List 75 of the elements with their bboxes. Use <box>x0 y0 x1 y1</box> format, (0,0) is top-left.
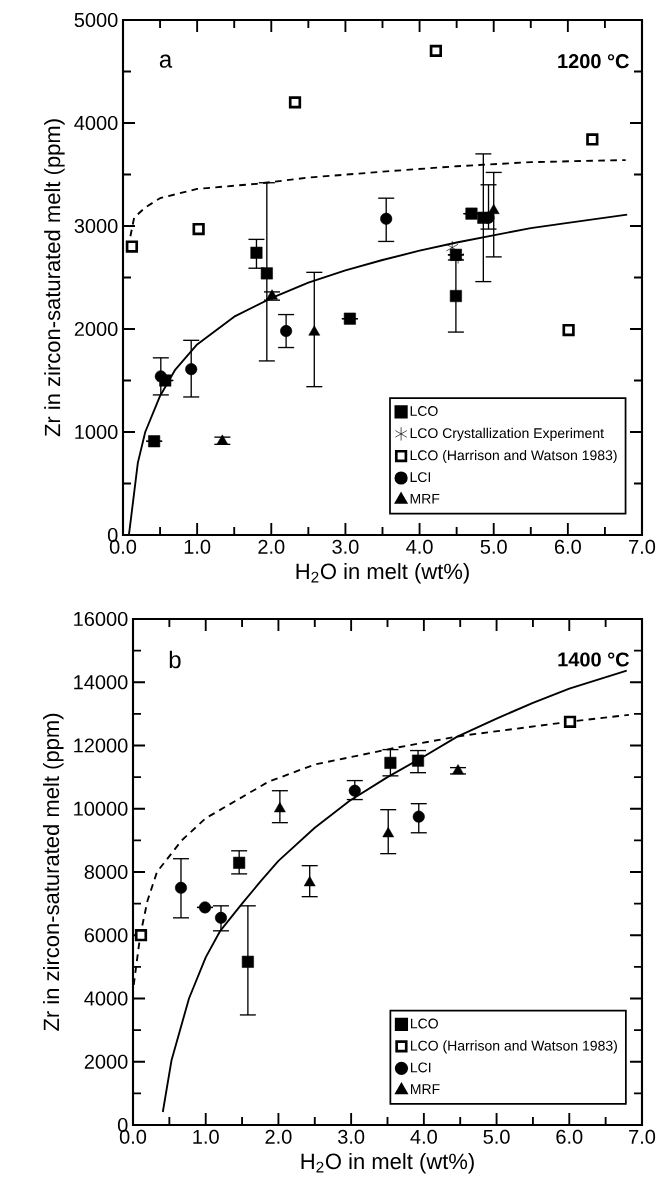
x-tick-label: 4.0 <box>406 539 433 554</box>
legend-label: LCO (Harrison and Watson 1983) <box>410 449 617 464</box>
legend-label: LCI <box>410 1062 431 1073</box>
annotation: b <box>169 650 181 669</box>
point <box>274 802 286 813</box>
y-tick-label: 4000 <box>74 115 118 131</box>
x-axis-title: H$_{2}$O in melt (wt%) <box>296 563 469 584</box>
y-axis-title: Zr in zircon-saturated melt (ppm) <box>43 713 64 1031</box>
point <box>465 207 478 220</box>
y-tick-label: 14000 <box>74 675 128 690</box>
y-axis-title: Zr in zircon-saturated melt (ppm) <box>44 119 65 437</box>
x-tick-label: 5.0 <box>483 1129 510 1144</box>
point <box>562 323 575 337</box>
point <box>250 246 263 259</box>
x-tick-label: 2.0 <box>258 539 285 554</box>
point <box>148 435 161 448</box>
point <box>260 267 273 280</box>
point <box>343 312 356 325</box>
x-tick-label: 3.0 <box>332 539 359 554</box>
y-tick-label: 4000 <box>84 991 128 1006</box>
point <box>192 222 205 236</box>
point <box>280 325 293 338</box>
legend-label: LCO (Harrison and Watson 1983) <box>410 1040 617 1054</box>
point <box>384 756 397 769</box>
point <box>185 363 198 376</box>
point <box>412 810 425 823</box>
y-tick-label: 16000 <box>74 611 128 627</box>
x-tick-label: 6.0 <box>556 1129 583 1144</box>
legend-label: LCO <box>410 406 438 416</box>
legend-label: LCO <box>410 1018 438 1029</box>
legend-label: MRF <box>410 1084 440 1094</box>
annotation: 1200 °C <box>558 54 629 69</box>
point <box>382 827 395 838</box>
x-tick-label: 7.0 <box>629 1129 656 1144</box>
point <box>125 240 139 253</box>
x-tick-label: 7.0 <box>629 539 656 554</box>
point <box>233 856 246 869</box>
y-tick-label: 8000 <box>84 864 128 880</box>
x-tick-label: 3.0 <box>337 1129 365 1144</box>
point <box>563 715 577 728</box>
point <box>288 96 302 109</box>
x-tick-label: 1.0 <box>193 1129 219 1144</box>
y-tick-label: 2000 <box>74 321 118 337</box>
point <box>308 325 321 336</box>
legend-label: MRF <box>410 493 440 504</box>
point <box>449 290 462 303</box>
x-tick-label: 5.0 <box>480 539 507 554</box>
x-tick-label: 2.0 <box>265 1129 292 1144</box>
x-axis-title: H$_{2}$O in melt (wt%) <box>301 1153 474 1174</box>
y-tick-label: 1000 <box>75 424 118 440</box>
y-tick-label: 3000 <box>74 218 118 234</box>
x-tick-label: 6.0 <box>554 539 581 554</box>
y-tick-label: 12000 <box>74 738 128 753</box>
x-tick-label: 1.0 <box>184 539 211 554</box>
point <box>214 911 227 924</box>
point <box>134 929 148 942</box>
point <box>154 370 167 383</box>
annotation: 1400 °C <box>558 652 630 667</box>
point <box>348 784 361 797</box>
annotation: a <box>159 54 173 68</box>
x-tick-label: 4.0 <box>410 1129 437 1144</box>
legend-label: LCO Crystallization Experiment <box>410 427 604 441</box>
legend-label: LCI <box>410 472 431 483</box>
point <box>241 955 254 968</box>
point <box>380 212 393 225</box>
point <box>303 876 316 887</box>
point <box>586 133 599 146</box>
point <box>452 764 464 775</box>
point <box>412 754 425 767</box>
y-tick-label: 2000 <box>84 1054 128 1069</box>
y-tick-label: 10000 <box>74 801 128 816</box>
point <box>174 881 187 894</box>
point <box>429 44 443 58</box>
y-tick-label: 5000 <box>74 12 118 28</box>
y-tick-label: 6000 <box>84 928 128 943</box>
